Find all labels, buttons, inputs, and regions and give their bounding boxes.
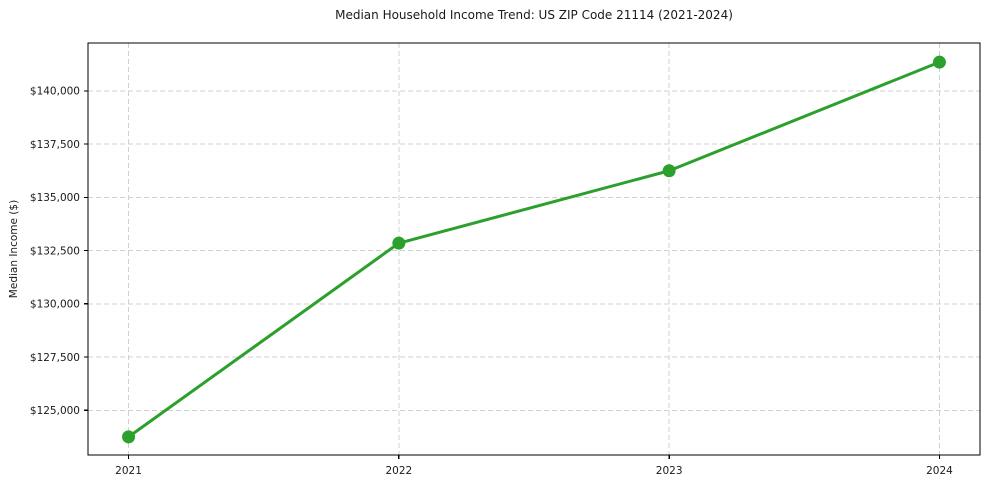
x-tick-label: 2024 [926, 465, 953, 477]
trend-line [127, 60, 941, 439]
data-point-2021 [122, 430, 136, 444]
y-tick-label: $137,500 [30, 139, 80, 151]
data-point-2024 [932, 55, 946, 69]
y-axis-label: Median Income ($) [8, 199, 20, 299]
plot-border [87, 42, 981, 456]
y-tick-label: $135,000 [30, 192, 80, 204]
y-tick-label: $125,000 [30, 405, 80, 417]
y-tick-label: $140,000 [30, 86, 80, 98]
y-tick-label: $130,000 [30, 299, 80, 311]
data-point-2022 [392, 236, 406, 250]
x-tick-label: 2022 [385, 465, 412, 477]
x-tick-label: 2023 [656, 465, 683, 477]
data-point-2023 [662, 164, 676, 178]
y-tick-label: $132,500 [30, 245, 80, 257]
chart-title: Median Household Income Trend: US ZIP Co… [335, 8, 733, 22]
y-tick-label: $127,500 [30, 352, 80, 364]
x-tick-label: 2021 [115, 465, 142, 477]
